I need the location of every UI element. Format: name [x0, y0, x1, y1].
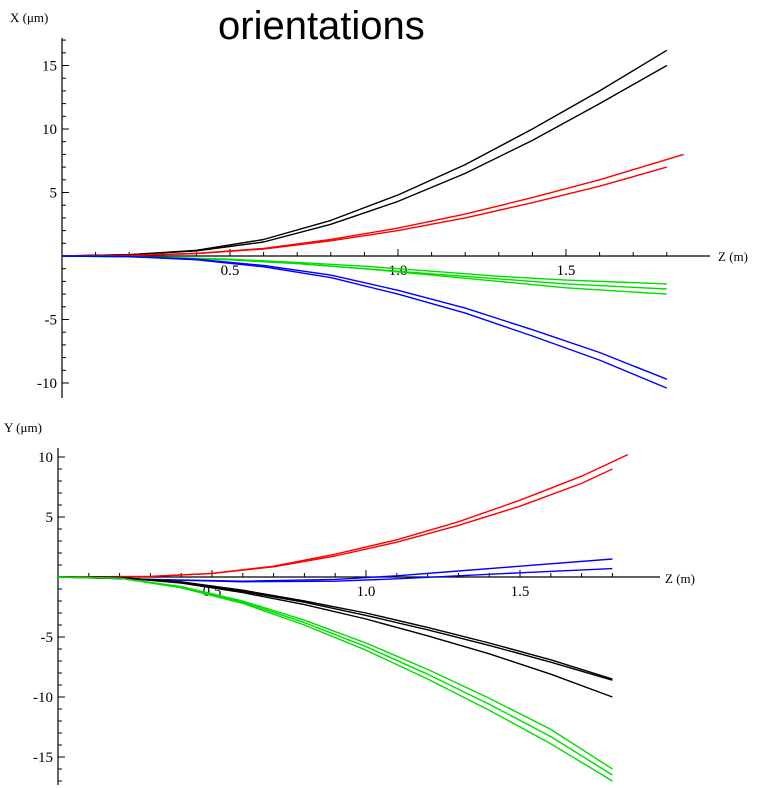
y-tick-label: -5 [41, 630, 54, 646]
x-tick-label: 1.5 [557, 263, 576, 279]
y-tick-label: 5 [46, 510, 54, 526]
series-line [61, 64, 668, 257]
y-tick-label: 5 [50, 186, 58, 202]
x-axis-label: Z (m) [665, 571, 695, 586]
x-tick-label: 1.5 [511, 584, 530, 600]
y-tick-label: 10 [38, 450, 53, 466]
series-line [57, 567, 613, 583]
series-line [61, 255, 667, 285]
x-tick-label: 1.0 [357, 584, 376, 600]
y-tick-label: -15 [33, 750, 53, 766]
y-tick-label: -5 [45, 313, 58, 329]
series-line [57, 576, 613, 782]
y-axis-label: Y (μm) [4, 420, 42, 435]
series-line [61, 166, 667, 257]
series-line [61, 49, 668, 257]
x-axis-label: Z (m) [718, 249, 748, 264]
chart-title: orientations [218, 4, 425, 48]
x-tick-label: 0.5 [221, 263, 240, 279]
series-line [61, 255, 667, 290]
series-line [61, 255, 667, 295]
series-line [61, 255, 668, 389]
y-tick-label: 15 [42, 59, 57, 75]
y-axis-label: X (μm) [10, 10, 48, 25]
series-line [61, 255, 668, 380]
series-line [57, 453, 629, 578]
series-line [57, 468, 613, 578]
y-tick-label: -10 [37, 376, 57, 392]
y-tick-label: 10 [42, 122, 57, 138]
series-line [57, 576, 613, 770]
series-line [57, 558, 613, 582]
y-tick-label: -10 [33, 690, 53, 706]
series-line [57, 576, 613, 698]
